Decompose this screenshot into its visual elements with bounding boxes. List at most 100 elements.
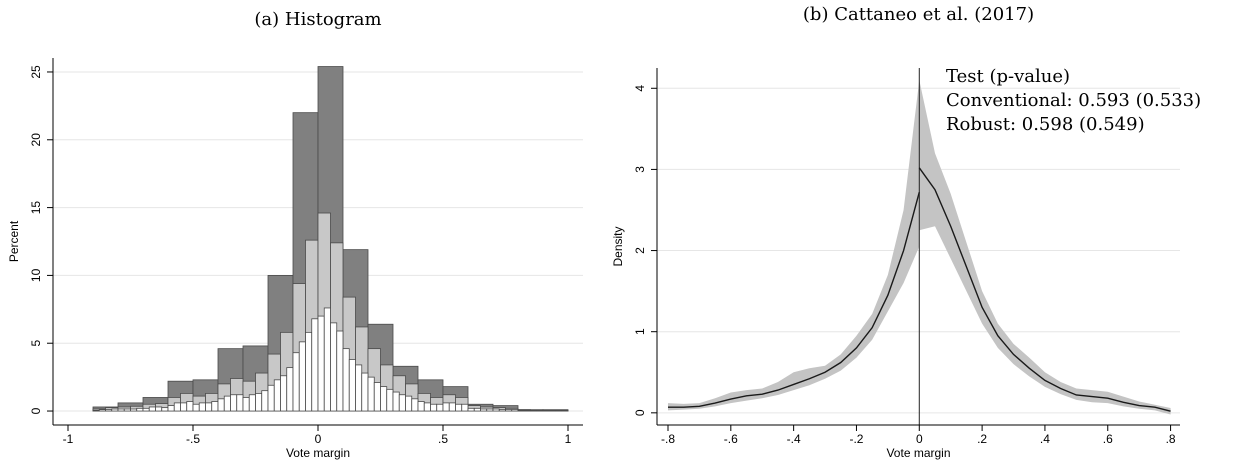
histogram-bar	[292, 352, 300, 412]
histogram-bar	[411, 398, 419, 412]
annotation: Test (p-value)	[946, 66, 1070, 87]
y-tick-label: 0	[633, 409, 647, 416]
histogram-bar	[230, 394, 238, 412]
histogram-bar	[198, 402, 206, 412]
histogram-bar	[492, 408, 500, 412]
histogram-bar	[430, 403, 438, 412]
histogram-bar	[355, 364, 363, 412]
x-tick-label: .4	[1040, 432, 1050, 446]
histogram-bar	[117, 408, 125, 412]
histogram-bar	[517, 409, 525, 412]
x-tick-label: -.6	[724, 432, 738, 446]
chart-title: (b) Cattaneo et al. (2017)	[803, 4, 1034, 25]
histogram-bar	[480, 408, 488, 412]
histogram-bar	[423, 402, 431, 412]
density-line	[918, 167, 1171, 412]
histogram-bar	[111, 408, 119, 412]
x-tick-label: .2	[977, 432, 987, 446]
x-tick-label: .6	[1103, 432, 1113, 446]
histogram-bar	[511, 409, 519, 412]
annotation: Robust: 0.598 (0.549)	[946, 114, 1145, 135]
y-tick-label: 10	[29, 268, 43, 282]
chart-title: (a) Histogram	[254, 9, 381, 30]
histogram-bar	[305, 331, 313, 412]
histogram-bar	[286, 367, 294, 412]
annotation: Conventional: 0.593 (0.533)	[946, 90, 1201, 111]
y-tick-label: 1	[633, 328, 647, 335]
histogram-bar	[486, 408, 494, 412]
histogram-bar	[448, 402, 456, 412]
histogram-bar	[223, 395, 231, 412]
histogram-bar	[248, 394, 256, 412]
x-tick-label: -.8	[661, 432, 675, 446]
histogram-bar	[192, 403, 200, 412]
histogram-bar	[217, 398, 225, 412]
x-tick-label: -.4	[787, 432, 801, 446]
x-tick-label: 0	[916, 432, 923, 446]
x-tick-label: .8	[1166, 432, 1176, 446]
histogram-bar	[98, 409, 106, 412]
histogram-bar	[211, 401, 219, 412]
histogram-bar	[367, 376, 375, 412]
histogram-bar	[317, 315, 325, 412]
histogram-bar	[417, 401, 425, 412]
x-tick-label: 1	[565, 432, 572, 446]
y-tick-label: 3	[633, 166, 647, 173]
histogram-bar	[155, 406, 163, 412]
histogram-bar	[361, 372, 369, 412]
histogram-bar	[267, 384, 275, 412]
histogram-bar	[436, 403, 444, 412]
histogram-bar	[280, 375, 288, 412]
histogram-bar	[336, 330, 344, 412]
y-tick-label: 20	[29, 133, 43, 147]
x-tick-label: -1	[63, 432, 74, 446]
histogram-bar	[398, 394, 406, 412]
histogram-bar	[205, 402, 213, 412]
histogram-bar	[142, 407, 150, 412]
histogram-bar	[273, 379, 281, 412]
histogram-bar	[236, 394, 244, 412]
confidence-band	[667, 80, 920, 411]
y-tick-label: 4	[633, 85, 647, 92]
histogram-bar	[373, 382, 381, 412]
histogram-bar	[461, 403, 469, 412]
histogram-bar	[161, 407, 169, 412]
y-tick-label: 0	[29, 407, 43, 414]
histogram-bar	[405, 395, 413, 412]
histogram-bar	[167, 405, 175, 412]
histogram-bar	[523, 409, 531, 412]
histogram-bar	[123, 408, 131, 412]
x-axis-label: Vote margin	[886, 446, 950, 460]
histogram-bar	[130, 408, 138, 412]
histogram-bar	[298, 341, 306, 412]
histogram-bar	[455, 403, 463, 412]
x-tick-label: -.5	[186, 432, 200, 446]
histogram-bar	[105, 409, 113, 412]
histogram-bar	[348, 359, 356, 412]
histogram-bar	[186, 401, 194, 412]
histogram-bar	[392, 391, 400, 412]
y-axis-label: Percent	[7, 220, 21, 262]
histogram-bar	[473, 407, 481, 412]
histogram-bar	[505, 409, 513, 412]
y-axis-label: Density	[611, 226, 625, 266]
histogram-bar	[386, 388, 394, 412]
histogram-bar	[242, 397, 250, 412]
y-tick-label: 2	[633, 247, 647, 254]
histogram-bar	[261, 390, 269, 412]
y-tick-label: 25	[29, 65, 43, 79]
histogram-bar	[467, 407, 475, 412]
histogram-bar	[180, 402, 188, 412]
histogram-bar	[442, 402, 450, 412]
histogram-bar	[380, 386, 388, 412]
x-tick-label: 0	[315, 432, 322, 446]
histogram-bar	[342, 348, 350, 412]
y-tick-label: 5	[29, 340, 43, 347]
x-axis-label: Vote margin	[286, 446, 350, 460]
histogram-bar	[148, 406, 156, 412]
histogram-bar	[173, 402, 181, 412]
histogram-bar	[498, 409, 506, 412]
histogram-bar	[323, 307, 331, 412]
x-tick-label: .5	[438, 432, 448, 446]
